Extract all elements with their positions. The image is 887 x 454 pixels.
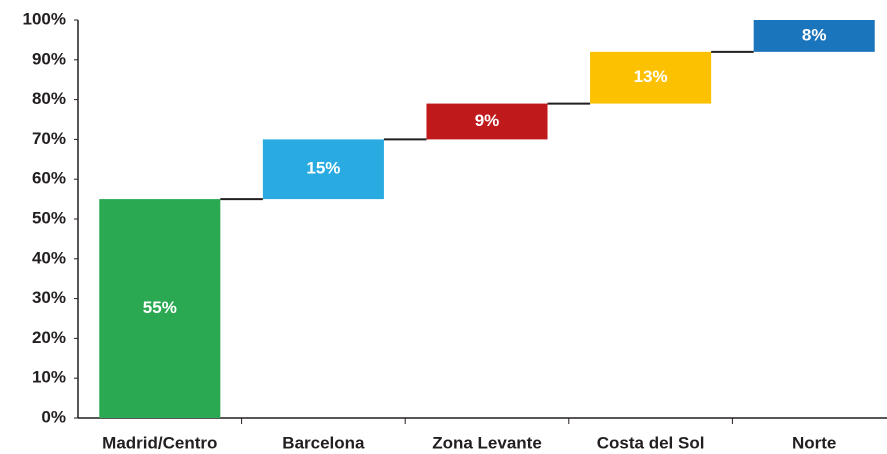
bar (99, 199, 221, 418)
y-tick-label: 20% (32, 328, 66, 347)
y-tick-label: 70% (32, 129, 66, 148)
bar (262, 139, 384, 200)
y-tick-label: 50% (32, 208, 66, 227)
value-label: 15% (306, 159, 340, 178)
value-label: 13% (634, 67, 668, 86)
y-tick-label: 30% (32, 288, 66, 307)
y-tick-label: 80% (32, 89, 66, 108)
y-tick-label: 40% (32, 248, 66, 267)
bar (426, 103, 548, 140)
x-tick-label: Zona Levante (432, 433, 542, 452)
value-label: 8% (802, 25, 827, 44)
bar (590, 51, 712, 104)
y-tick-label: 90% (32, 49, 66, 68)
y-tick-label: 0% (41, 407, 66, 426)
y-tick-label: 60% (32, 169, 66, 188)
y-tick-label: 100% (23, 9, 66, 28)
y-tick-label: 10% (32, 368, 66, 387)
x-tick-label: Barcelona (282, 433, 365, 452)
x-tick-label: Norte (792, 433, 836, 452)
value-label: 55% (143, 298, 177, 317)
x-tick-label: Madrid/Centro (102, 433, 217, 452)
value-label: 9% (475, 111, 500, 130)
bar (753, 20, 875, 52)
x-tick-label: Costa del Sol (597, 433, 705, 452)
